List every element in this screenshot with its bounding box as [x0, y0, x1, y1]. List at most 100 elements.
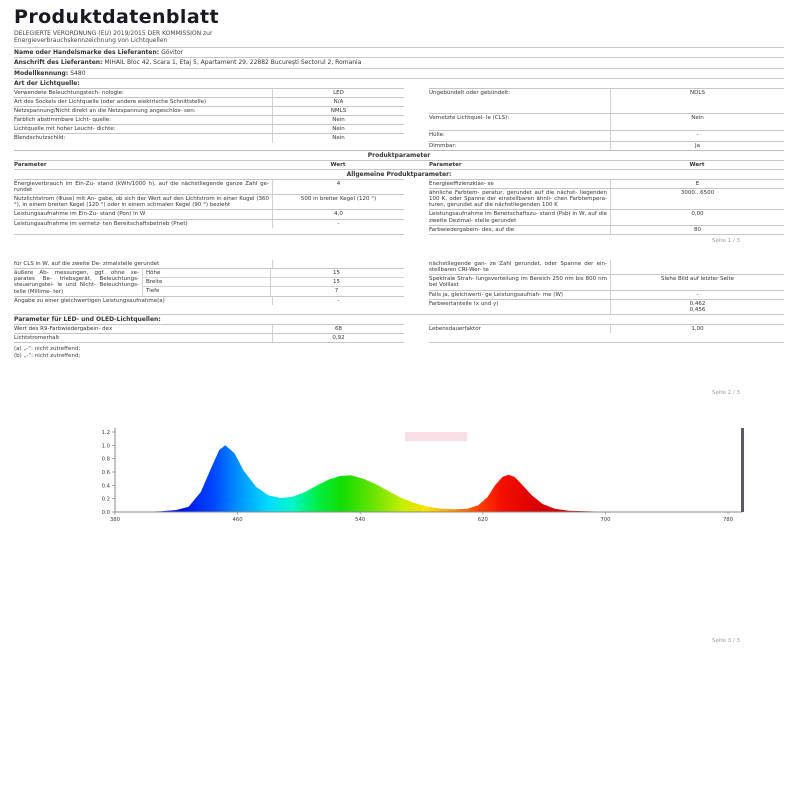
table-row: Dimmbar: Ja: [429, 140, 784, 150]
param-label: Lebensdauerfaktor: [429, 326, 481, 333]
datasheet: Produktdatenblatt DELEGIERTE VERORDNUNG …: [14, 6, 784, 644]
table-row: Energieeffizienzklas- se E: [429, 178, 784, 188]
led-oled-parameters-header: Parameter für LED- und OLED-Lichtquellen…: [14, 314, 784, 324]
general-parameters-right: Energieeffizienzklas- se E ähnliche Farb…: [429, 178, 784, 235]
param-label: Art des Sockels der Lichtquelle (oder an…: [14, 98, 207, 105]
table-row: Hülle: -: [429, 129, 784, 141]
param-value: 3000...6500: [610, 189, 784, 210]
param-value: Nein: [610, 113, 784, 130]
svg-text:0.8: 0.8: [102, 457, 111, 463]
supplier-label: Name oder Handelsmarke des Lieferanten:: [14, 49, 160, 57]
spectral-distribution-svg: 0.0 0.2 0.4 0.6 0.8 1.0 1.2 380 460 540 620 700 780: [102, 428, 744, 523]
svg-text:0.4: 0.4: [102, 483, 111, 489]
table-row: Farblich abstimmbare Licht- quelle: Nein: [14, 115, 404, 125]
column-header-wert-right: Wert: [689, 161, 705, 168]
table-row: Falls ja, gleichwerti- ge Leistungsaufna…: [429, 289, 784, 299]
param-value: 0,00: [610, 210, 784, 225]
table-row: Lichtstromerhalt 0,92: [14, 333, 404, 343]
param-value: 0,462 0,456: [610, 299, 784, 315]
svg-text:1.2: 1.2: [102, 430, 110, 436]
table-row: Netzspannung/Nicht direkt an die Netzspa…: [14, 106, 404, 116]
param-value: NDLS: [610, 88, 784, 113]
table-row: Art des Sockels der Lichtquelle (oder an…: [14, 96, 404, 106]
param-value: 4,0: [272, 210, 404, 219]
dimension-subrow: Höhe 15: [142, 269, 404, 278]
param-value: 0,92: [272, 334, 404, 343]
column-gutter: [404, 162, 429, 168]
table-row: Lebensdauerfaktor 1,00: [429, 324, 784, 334]
table-row: Leistungsaufnahme im Bereitschaftszu- st…: [429, 209, 784, 225]
param-label: Farbwertanteile (x und y): [429, 300, 499, 307]
column-header-wert-left: Wert: [330, 161, 346, 168]
table-row: Leistungsaufnahme im vernetz- ten Bereit…: [14, 218, 404, 228]
column-header-parameter-right: Parameter: [429, 161, 462, 168]
model-label: Modellkennung:: [14, 69, 69, 77]
svg-text:700: 700: [600, 517, 611, 523]
param-value: 68: [272, 325, 404, 334]
param-value: -: [272, 219, 404, 228]
continued-parameters-right: nächstliegende gan- ze Zahl gerundet, od…: [429, 259, 784, 315]
svg-text:620: 620: [478, 517, 489, 523]
dimension-value: 7: [270, 287, 402, 296]
param-value: NMLS: [272, 107, 404, 116]
param-value: -: [610, 290, 784, 299]
dimension-name: Breite: [142, 278, 270, 287]
param-label: Ungebündelt oder gebündelt:: [429, 89, 511, 96]
param-value: Nein: [272, 134, 404, 143]
footnote-b: (b) „-“: nicht zutreffend;: [14, 353, 81, 360]
right-edge-bar: [741, 428, 744, 513]
table-row: ähnliche Farbtem- peratur, gerundet auf …: [429, 188, 784, 210]
dimensions-subtable: Höhe 15 Breite 15 Tiefe 7: [142, 269, 404, 296]
address-label: Anschrift des Lieferanten:: [14, 59, 103, 67]
dimension-subrow: Tiefe 7: [142, 286, 404, 296]
param-value: 1,00: [610, 325, 784, 334]
page-2: für CLS in W, auf die zweite De- zimalst…: [14, 259, 784, 360]
param-label: Leistungsaufnahme im Bereitschaftszu- st…: [429, 211, 607, 224]
light-source-table-left: Verwendete Beleuchtungstech- nologie: LE…: [14, 87, 404, 150]
led-parameters-left: Wert des R9-Farbwiedergabein- dex 68 Lic…: [14, 324, 404, 344]
led-parameters-right: Lebensdauerfaktor 1,00: [429, 324, 784, 344]
product-parameters-header: Produktparameter: [14, 149, 784, 160]
model-value: S480: [70, 69, 86, 77]
svg-text:780: 780: [723, 517, 734, 523]
table-row: Nutzlichtstrom (Φuse) mit An- gabe, ob s…: [14, 194, 404, 210]
param-value: [610, 259, 784, 275]
param-value: Ja: [610, 141, 784, 150]
param-label: Dimmbar:: [429, 142, 457, 149]
general-parameters-table: Energieverbrauch im Ein-Zu- stand (kWh/1…: [14, 178, 784, 235]
page-title: Produktdatenblatt: [14, 6, 220, 28]
general-parameters-header: Allgemeine Produktparameter:: [14, 168, 784, 179]
param-value: [272, 259, 404, 269]
dimension-subrow: Breite 15: [142, 277, 404, 287]
param-value: -: [610, 130, 784, 141]
svg-text:0.0: 0.0: [102, 510, 111, 516]
light-source-type-row: Art der Lichtquelle:: [14, 77, 784, 88]
param-label: Vernetzte Lichtquel- le (CLS):: [429, 114, 510, 121]
supplier-row: Name oder Handelsmarke des Lieferanten: G…: [14, 47, 784, 57]
table-row: Farbwertanteile (x und y) 0,462 0,456: [429, 298, 784, 315]
svg-text:460: 460: [233, 517, 244, 523]
svg-text:0.2: 0.2: [102, 497, 110, 503]
table-row: Ungebündelt oder gebündelt: NDLS: [429, 87, 784, 113]
continued-parameters-table: für CLS in W, auf die zweite De- zimalst…: [14, 259, 784, 315]
page-footer-2: Seite 2 / 3: [711, 390, 740, 397]
column-headers-row: Parameter Wert Parameter Wert: [14, 159, 784, 169]
table-row: nächstliegende gan- ze Zahl gerundet, od…: [429, 259, 784, 275]
param-value: -: [272, 296, 404, 305]
param-value: N/A: [272, 97, 404, 106]
param-label: Verwendete Beleuchtungstech- nologie:: [14, 89, 124, 96]
table-row: Lichtquelle mit hoher Leucht- dichte: Ne…: [14, 124, 404, 134]
table-row: Wert des R9-Farbwiedergabein- dex 68: [14, 324, 404, 334]
table-row: Farbwiedergabein- dex, auf die 80: [429, 224, 784, 234]
param-label: Energieverbrauch im Ein-Zu- stand (kWh/1…: [14, 180, 269, 193]
address-row: Anschrift des Lieferanten: MIHAIL Bloc 42…: [14, 57, 784, 67]
table-row: Angabe zu einer gleichwertigen Leistungs…: [14, 295, 404, 305]
footnote-a: (a) „-“: nicht zutreffend;: [14, 346, 81, 353]
dimensions-row: äußere Ab- messungen, ggf. ohne se- para…: [14, 268, 404, 296]
param-label: Farblich abstimmbare Licht- quelle:: [14, 117, 112, 124]
dimension-value: 15: [270, 269, 402, 278]
spectral-distribution-chart: 0.0 0.2 0.4 0.6 0.8 1.0 1.2 380 460 540 620 700 780: [56, 422, 796, 526]
param-value: LED: [272, 88, 404, 97]
param-value: 4: [272, 179, 404, 195]
param-label: Farbwiedergabein- dex, auf die: [429, 226, 515, 233]
